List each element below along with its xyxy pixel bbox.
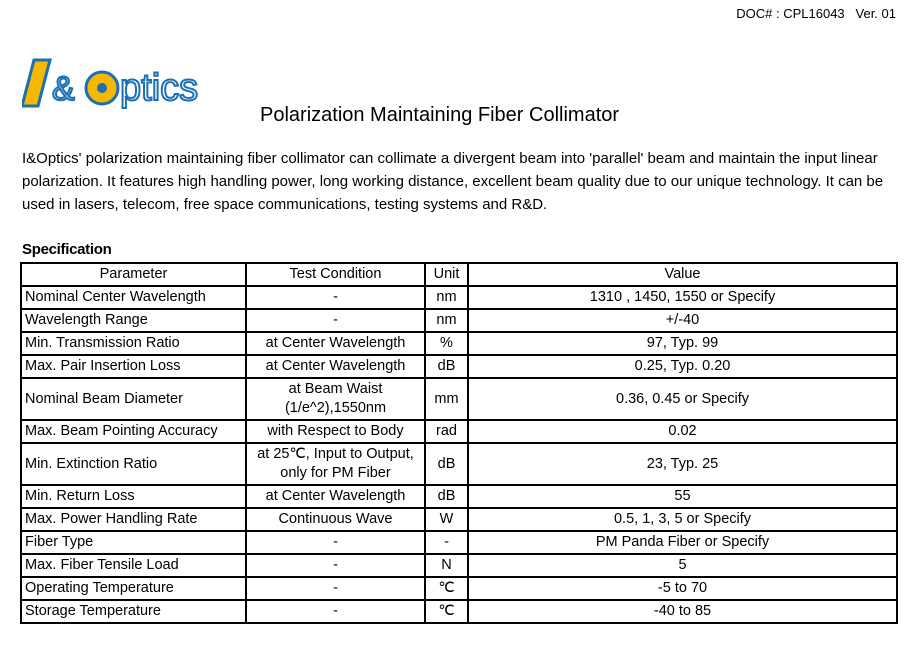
- cell-value: 0.5, 1, 3, 5 or Specify: [467, 507, 898, 532]
- cell-value: -40 to 85: [467, 599, 898, 624]
- cell-parameter: Nominal Beam Diameter: [20, 377, 247, 421]
- col-parameter: Parameter: [20, 262, 247, 287]
- cell-parameter: Operating Temperature: [20, 576, 247, 601]
- cell-unit: dB: [424, 354, 469, 379]
- cell-value: +/-40: [467, 308, 898, 333]
- cell-parameter: Max. Fiber Tensile Load: [20, 553, 247, 578]
- svg-text:&: &: [52, 70, 75, 108]
- table-row: Nominal Center Wavelength - nm 1310 , 1450,…: [20, 285, 898, 310]
- cell-parameter: Min. Return Loss: [20, 484, 247, 509]
- cell-test-condition: -: [245, 308, 426, 333]
- cell-unit: mm: [424, 377, 469, 421]
- cell-unit: -: [424, 530, 469, 555]
- cell-unit: dB: [424, 442, 469, 486]
- cell-test-condition: at Center Wavelength: [245, 484, 426, 509]
- table-row: Nominal Beam Diameter at Beam Waist (1/e^…: [20, 377, 898, 421]
- cell-unit: nm: [424, 285, 469, 310]
- col-unit: Unit: [424, 262, 469, 287]
- cell-parameter: Wavelength Range: [20, 308, 247, 333]
- cell-value: 1310 , 1450, 1550 or Specify: [467, 285, 898, 310]
- table-row: Max. Beam Pointing Accuracy with Respect …: [20, 419, 898, 444]
- company-logo: & ptics: [22, 58, 199, 110]
- cell-value: 97, Typ. 99: [467, 331, 898, 356]
- cell-unit: nm: [424, 308, 469, 333]
- intro-paragraph: I&Optics' polarization maintaining fiber…: [22, 150, 884, 213]
- table-row: Storage Temperature - ℃ -40 to 85: [20, 599, 898, 624]
- cell-parameter: Storage Temperature: [20, 599, 247, 624]
- page-title: Polarization Maintaining Fiber Collimato…: [260, 104, 620, 126]
- doc-number: DOC# : CPL16043 Ver. 01: [736, 6, 896, 21]
- cell-parameter: Min. Extinction Ratio: [20, 442, 247, 486]
- table-row: Min. Return Loss at Center Wavelength dB 55: [20, 484, 898, 509]
- cell-parameter: Min. Transmission Ratio: [20, 331, 247, 356]
- cell-value: -5 to 70: [467, 576, 898, 601]
- table-row: Max. Power Handling Rate Continuous Wave W…: [20, 507, 898, 532]
- table-row: Max. Pair Insertion Loss at Center Wavele…: [20, 354, 898, 379]
- cell-value: 0.36, 0.45 or Specify: [467, 377, 898, 421]
- cell-parameter: Max. Beam Pointing Accuracy: [20, 419, 247, 444]
- cell-test-condition: at Center Wavelength: [245, 331, 426, 356]
- cell-test-condition: with Respect to Body: [245, 419, 426, 444]
- cell-parameter: Max. Pair Insertion Loss: [20, 354, 247, 379]
- cell-unit: W: [424, 507, 469, 532]
- cell-test-condition: Continuous Wave: [245, 507, 426, 532]
- cell-test-condition: -: [245, 285, 426, 310]
- cell-unit: dB: [424, 484, 469, 509]
- cell-value: 23, Typ. 25: [467, 442, 898, 486]
- doc-id: DOC# : CPL16043: [736, 6, 845, 21]
- cell-unit: %: [424, 331, 469, 356]
- version: Ver. 01: [855, 6, 896, 21]
- cell-value: 55: [467, 484, 898, 509]
- table-row: Operating Temperature - ℃ -5 to 70: [20, 576, 898, 601]
- svg-text:ptics: ptics: [120, 67, 198, 109]
- col-test-condition: Test Condition: [245, 262, 426, 287]
- cell-test-condition: -: [245, 553, 426, 578]
- cell-test-condition: at Beam Waist (1/e^2),1550nm: [245, 377, 426, 421]
- cell-value: 0.02: [467, 419, 898, 444]
- cell-test-condition: -: [245, 599, 426, 624]
- table-row: Wavelength Range - nm +/-40: [20, 308, 898, 333]
- table-row: Fiber Type - - PM Panda Fiber or Specify: [20, 530, 898, 555]
- cell-unit: ℃: [424, 599, 469, 624]
- spec-table: Parameter Test Condition Unit Value Nomi…: [20, 262, 898, 624]
- col-value: Value: [467, 262, 898, 287]
- cell-parameter: Nominal Center Wavelength: [20, 285, 247, 310]
- cell-parameter: Fiber Type: [20, 530, 247, 555]
- table-row: Min. Extinction Ratio at 25℃, Input to Ou…: [20, 442, 898, 486]
- cell-test-condition: -: [245, 530, 426, 555]
- cell-value: 5: [467, 553, 898, 578]
- cell-value: 0.25, Typ. 0.20: [467, 354, 898, 379]
- spec-heading: Specification: [22, 241, 112, 258]
- table-row: Max. Fiber Tensile Load - N 5: [20, 553, 898, 578]
- cell-parameter: Max. Power Handling Rate: [20, 507, 247, 532]
- cell-unit: ℃: [424, 576, 469, 601]
- cell-unit: rad: [424, 419, 469, 444]
- cell-test-condition: at Center Wavelength: [245, 354, 426, 379]
- table-row: Min. Transmission Ratio at Center Wavelen…: [20, 331, 898, 356]
- cell-test-condition: at 25℃, Input to Output, only for PM Fib…: [245, 442, 426, 486]
- cell-unit: N: [424, 553, 469, 578]
- table-header: Parameter Test Condition Unit Value: [20, 262, 898, 287]
- cell-value: PM Panda Fiber or Specify: [467, 530, 898, 555]
- cell-test-condition: -: [245, 576, 426, 601]
